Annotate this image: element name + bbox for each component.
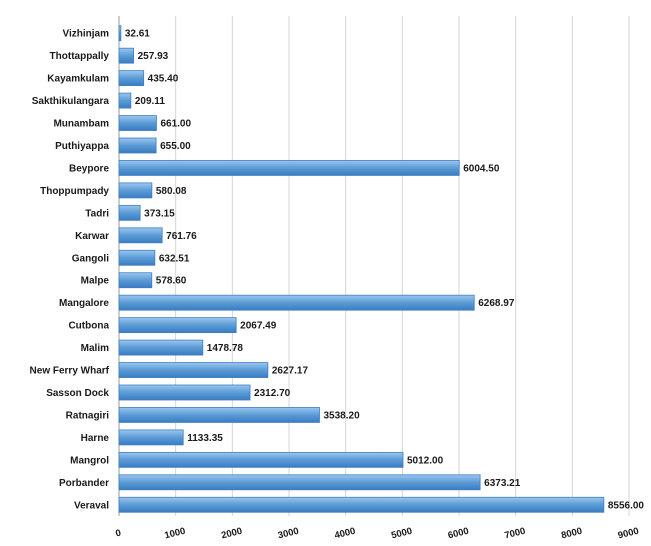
category-label: Malpe xyxy=(81,276,110,287)
category-label: Malim xyxy=(81,343,109,354)
category-label: Ratnagiri xyxy=(66,410,110,421)
x-tick-label: 9000 xyxy=(617,526,640,542)
x-tick-label: 6000 xyxy=(447,526,470,542)
bar xyxy=(118,272,153,289)
bars xyxy=(118,25,605,513)
data-label: 3538.20 xyxy=(323,410,360,421)
x-tick-label: 2000 xyxy=(220,526,243,542)
category-label: Vizhinjam xyxy=(63,29,110,40)
category-label: Karwar xyxy=(75,231,109,242)
data-label: 578.60 xyxy=(156,276,187,287)
data-label: 2067.49 xyxy=(240,321,277,332)
bar xyxy=(118,339,204,356)
x-tick-label: 0 xyxy=(114,528,122,540)
x-tick-label: 4000 xyxy=(333,526,356,542)
category-label: Thoppumpady xyxy=(40,186,109,197)
category-label: Beypore xyxy=(69,163,109,174)
category-label: Cutbona xyxy=(68,321,109,332)
category-label: Gangoli xyxy=(72,253,109,264)
x-tick-label: 7000 xyxy=(503,526,526,542)
data-label: 435.40 xyxy=(148,74,179,85)
data-label: 761.76 xyxy=(166,231,197,242)
bar xyxy=(118,249,156,266)
data-label: 2627.17 xyxy=(272,366,309,377)
data-label: 655.00 xyxy=(160,141,191,152)
x-tick-label: 3000 xyxy=(277,526,300,542)
category-label: Sasson Dock xyxy=(46,388,109,399)
data-label: 8556.00 xyxy=(608,500,645,511)
bar xyxy=(118,362,269,378)
category-label: Thottappally xyxy=(50,51,110,62)
data-label: 1133.35 xyxy=(187,433,223,444)
data-label: 2312.70 xyxy=(254,388,291,399)
bar xyxy=(118,204,141,221)
category-label: Mangalore xyxy=(59,298,109,309)
category-labels: Vizhinjam Thottappally Kayamkulam Sakthikul… xyxy=(30,29,110,512)
category-label: New Ferry Wharf xyxy=(30,366,110,377)
bar xyxy=(118,496,605,513)
bar xyxy=(118,384,251,401)
data-label: 6373.21 xyxy=(484,478,521,489)
bar xyxy=(118,294,475,311)
bar xyxy=(118,160,460,176)
bar xyxy=(118,474,481,491)
bar xyxy=(118,25,122,42)
bar xyxy=(118,317,237,334)
data-label: 1478.78 xyxy=(207,343,244,354)
bar xyxy=(118,137,157,154)
category-label: Porbander xyxy=(59,478,109,489)
bar xyxy=(118,92,132,109)
data-label: 32.61 xyxy=(125,29,150,40)
bar xyxy=(118,182,153,199)
data-label: 257.93 xyxy=(138,51,169,62)
data-label: 661.00 xyxy=(160,119,191,130)
bar xyxy=(118,47,135,64)
category-label: Mangrol xyxy=(70,455,109,466)
category-label: Kayamkulam xyxy=(47,74,109,85)
data-label: 209.11 xyxy=(135,96,165,107)
data-label: 6004.50 xyxy=(463,163,500,174)
data-label: 580.08 xyxy=(156,186,187,197)
bar xyxy=(118,451,404,468)
grid xyxy=(118,16,630,516)
data-label: 6268.97 xyxy=(478,298,515,309)
category-label: Puthiyappa xyxy=(55,141,109,152)
x-tick-label: 1000 xyxy=(163,526,186,542)
data-label: 373.15 xyxy=(144,208,175,219)
data-label: 632.51 xyxy=(159,253,190,264)
category-label: Veraval xyxy=(74,500,109,511)
bar xyxy=(118,70,145,87)
data-label: 5012.00 xyxy=(407,455,444,466)
bar xyxy=(118,407,320,423)
category-label: Munambam xyxy=(53,119,109,130)
bar xyxy=(118,429,184,446)
category-label: Tadri xyxy=(85,208,109,219)
category-label: Harne xyxy=(81,433,110,444)
x-tick-label: 8000 xyxy=(560,526,583,542)
x-axis-ticks: 0 1000 2000 3000 4000 5000 6000 7000 8000 9000 xyxy=(114,526,639,542)
bar xyxy=(118,227,163,244)
value-labels: 32.61 257.93 435.40 209.11 661.00 655.00 6004.… xyxy=(125,29,645,512)
bar xyxy=(118,115,157,131)
x-tick-label: 5000 xyxy=(390,526,413,542)
category-label: Sakthikulangara xyxy=(32,96,110,107)
